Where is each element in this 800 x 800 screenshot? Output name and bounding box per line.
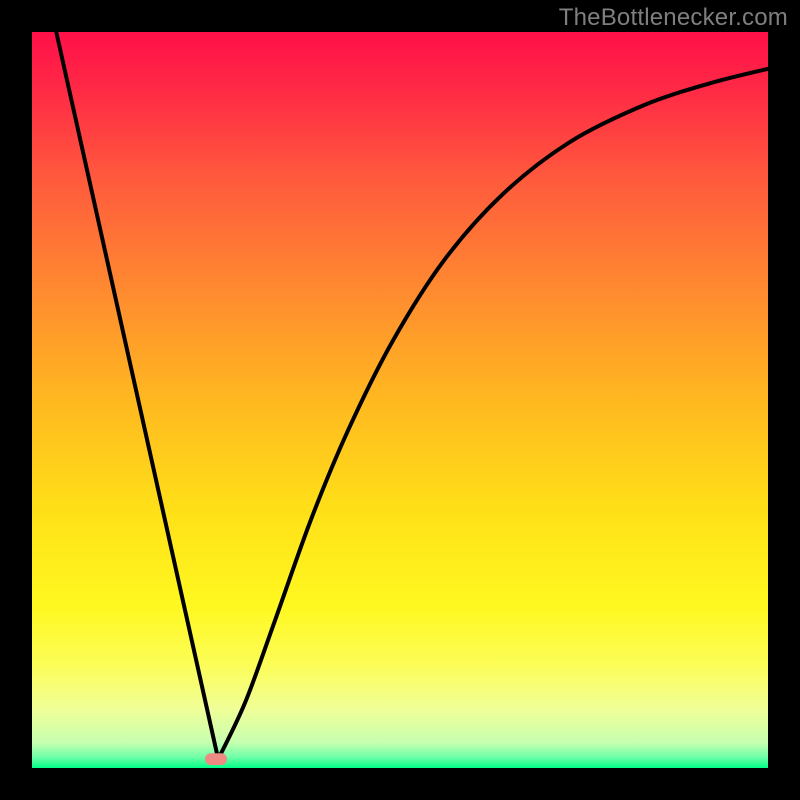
minimum-marker bbox=[205, 753, 227, 765]
watermark-text: TheBottlenecker.com bbox=[559, 4, 788, 32]
chart-background bbox=[32, 32, 768, 768]
chart-container: TheBottlenecker.com bbox=[0, 0, 800, 800]
bottleneck-chart bbox=[0, 0, 800, 800]
